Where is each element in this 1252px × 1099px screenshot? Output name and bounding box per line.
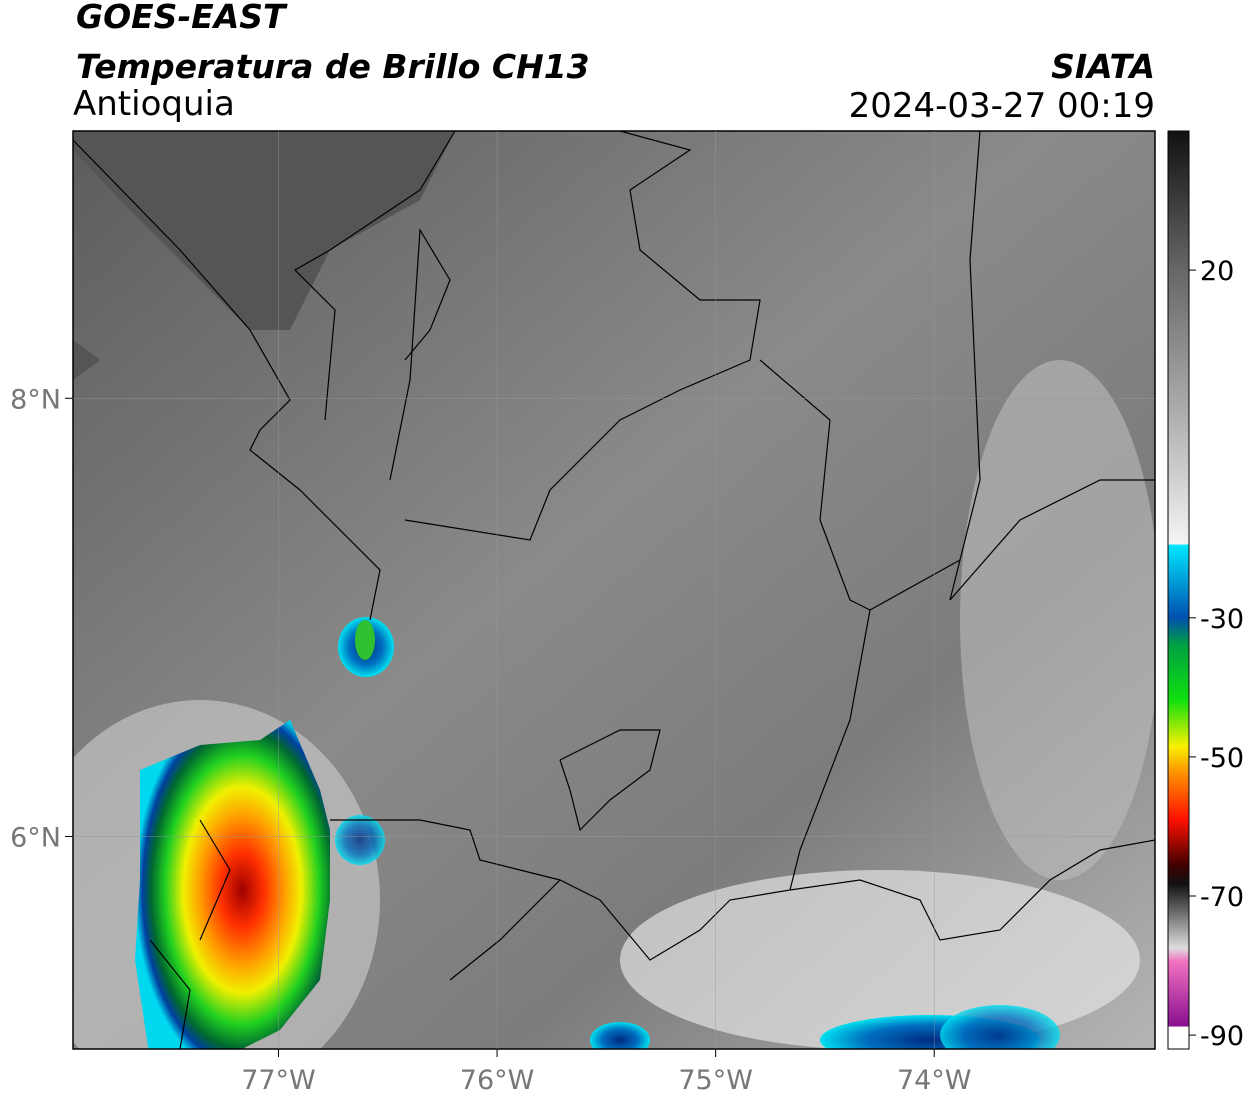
colorbar-tick-label: -50 <box>1200 743 1244 774</box>
title: GOES-EAST <box>76 0 288 36</box>
colorbar-tick-label: 20 <box>1200 256 1234 287</box>
y-tick-label: 8°N <box>10 384 61 415</box>
region: Antioquia <box>73 84 235 124</box>
colorbar-tick-label: -30 <box>1200 604 1244 635</box>
subtitle: Temperatura de Brillo CH13 <box>76 47 590 86</box>
source: SIATA <box>1051 47 1155 86</box>
x-tick-label: 74°W <box>897 1065 972 1096</box>
colorbar <box>1167 130 1190 1050</box>
satellite-image <box>73 131 1155 1049</box>
colorbar-tick-label: -70 <box>1200 882 1244 913</box>
map-frame <box>72 130 1156 1050</box>
x-tick-label: 77°W <box>241 1065 316 1096</box>
x-tick-label: 75°W <box>678 1065 753 1096</box>
y-tick-label: 6°N <box>10 822 61 853</box>
x-tick-label: 76°W <box>460 1065 535 1096</box>
colorbar-tick-label: -90 <box>1200 1021 1244 1052</box>
datetime: 2024-03-27 00:19 <box>849 86 1155 126</box>
